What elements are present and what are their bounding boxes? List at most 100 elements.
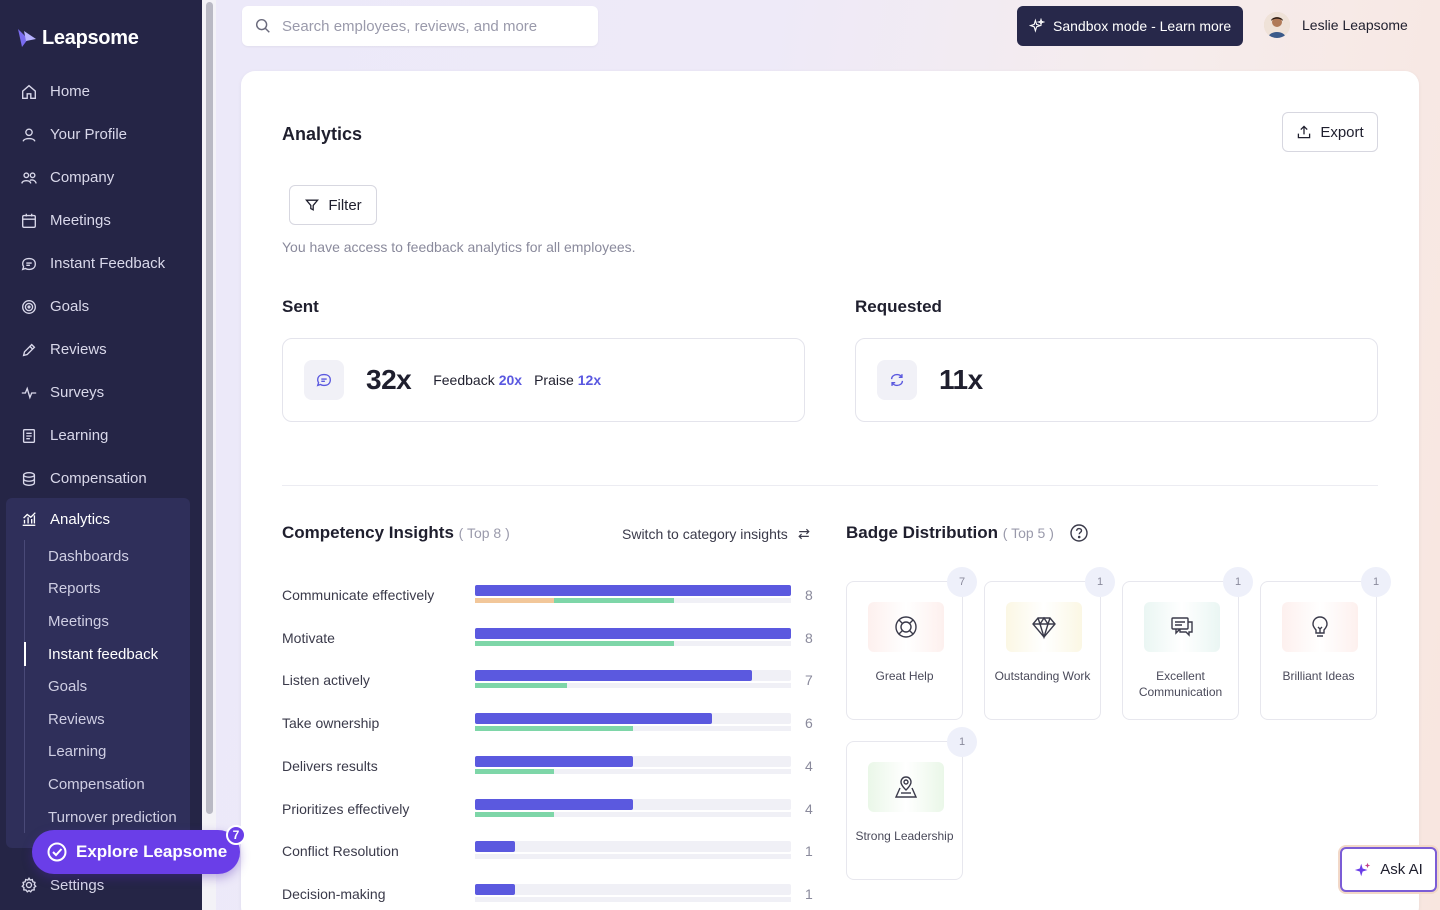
filter-button[interactable]: Filter [289,185,377,225]
user-menu[interactable]: Leslie Leapsome [1264,12,1408,38]
home-icon [22,84,36,99]
sidebar-item-reviews[interactable]: Reviews [0,328,202,371]
submenu-item-turnover-prediction[interactable]: Turnover prediction [48,808,177,826]
sidebar-item-home[interactable]: Home [0,70,202,113]
chat-bubbles-icon [1171,617,1193,637]
competency-sub-bar-green [475,640,675,646]
sidebar-item-company[interactable]: Company [0,156,202,199]
competency-title: Competency Insights [282,523,454,542]
competency-sub-track [475,811,791,817]
competency-label: Prioritizes effectively [282,800,410,817]
badge-card[interactable]: Brilliant Ideas [1260,581,1377,720]
access-note: You have access to feedback analytics fo… [282,239,636,255]
requested-total: 11x [939,364,983,395]
sent-heading: Sent [282,297,319,316]
competency-bar[interactable] [475,670,752,682]
competency-heading: Competency Insights ( Top 8 ) [282,523,510,543]
export-label: Export [1320,123,1364,141]
search-icon [255,18,270,33]
competency-bar[interactable] [475,627,791,639]
leapsome-logo[interactable]: Leapsome [16,24,139,52]
badge-label: Strong Leadership [855,829,954,843]
submenu-item-reports[interactable]: Reports [48,580,101,598]
competency-bar[interactable] [475,585,791,596]
scrollbar-thumb[interactable] [206,2,213,814]
target-icon [22,299,36,314]
sidebar-group-analytics: Analytics Dashboards Reports Meetings In… [6,498,190,848]
sidebar-scrollbar[interactable] [202,0,216,910]
submenu-item-compensation[interactable]: Compensation [48,775,145,793]
badge-card[interactable]: Strong Leadership [846,741,963,880]
badge-icon-tile [868,602,944,652]
competency-bar[interactable] [475,841,515,853]
sidebar-item-label: Goals [50,298,90,315]
submenu-item-reviews[interactable]: Reviews [48,710,105,728]
search-input[interactable] [282,17,582,35]
competency-count: 7 [805,672,813,689]
sidebar-item-meetings[interactable]: Meetings [0,199,202,242]
sent-total: 32x [366,364,412,395]
competency-bar[interactable] [475,883,515,895]
ask-ai-button[interactable]: Ask AI [1340,847,1437,892]
check-circle-icon [47,842,67,862]
calendar-icon [22,213,36,228]
submenu-item-goals[interactable]: Goals [48,678,88,696]
submenu-item-instant-feedback[interactable]: Instant feedback [24,638,190,671]
badge-label: Brilliant Ideas [1282,669,1355,683]
competency-label: Motivate [282,629,335,646]
competency-bar[interactable] [475,755,633,767]
stat-icon-requested [877,360,917,400]
badge-card[interactable]: Outstanding Work [984,581,1101,720]
sidebar-item-label: Learning [50,427,109,444]
competency-count: 4 [805,800,813,817]
lightbulb-icon [1312,616,1328,637]
submenu-item-meetings[interactable]: Meetings [48,612,109,630]
sidebar-item-label: Meetings [50,212,111,229]
switch-to-category-insights[interactable]: Switch to category insights [622,526,812,542]
competency-sub-bar-peach [475,598,554,603]
sidebar-item-instant-feedback[interactable]: Instant Feedback [0,242,202,285]
badge-title: Badge Distribution [846,523,999,542]
competency-bar[interactable] [475,713,712,725]
competency-label: Take ownership [282,715,380,732]
search-bar[interactable] [242,6,598,46]
ask-ai-label: Ask AI [1380,861,1423,878]
badge-card[interactable]: Great Help [846,581,963,720]
sidebar-item-goals[interactable]: Goals [0,285,202,328]
badge-icon-tile [868,762,944,812]
sidebar-item-your-profile[interactable]: Your Profile [0,113,202,156]
users-icon [21,171,37,184]
competency-bar[interactable] [475,798,633,810]
ai-sparkle-icon [1355,862,1371,876]
export-button[interactable]: Export [1282,112,1378,152]
badge-card[interactable]: Excellent Communication [1122,581,1239,720]
sidebar-item-label: Company [50,169,115,186]
settings-label: Settings [50,876,105,894]
explore-leapsome-button[interactable]: Explore Leapsome [32,830,240,874]
sidebar-item-surveys[interactable]: Surveys [0,371,202,414]
badge-count: 1 [947,727,977,757]
sidebar-item-learning[interactable]: Learning [0,414,202,457]
map-pin-icon [894,776,918,798]
section-divider [282,485,1378,486]
explore-count-badge: 7 [226,825,246,845]
sidebar-item-compensation[interactable]: Compensation [0,457,202,500]
sidebar-item-analytics[interactable]: Analytics [6,498,190,540]
competency-row: Motivate 8 [282,627,818,650]
badge-icon-tile [1144,602,1220,652]
submenu-item-learning[interactable]: Learning [48,743,107,761]
submenu-item-dashboards[interactable]: Dashboards [48,547,129,565]
avatar [1264,12,1290,38]
sent-feedback-value: 20x [498,372,523,388]
badge-label: Outstanding Work [994,669,1091,683]
sandbox-mode-button[interactable]: Sandbox mode - Learn more [1017,6,1243,46]
user-name: Leslie Leapsome [1302,17,1408,33]
competency-sub-bar-green [475,683,567,689]
sidebar-item-label: Instant Feedback [50,255,166,272]
leapsome-logo-icon [16,27,38,49]
sidebar-item-settings[interactable]: Settings [20,876,104,894]
analytics-icon [22,512,36,526]
competency-sub-bar-green [475,811,554,817]
page-title: Analytics [282,124,363,144]
help-icon[interactable] [1069,523,1089,543]
